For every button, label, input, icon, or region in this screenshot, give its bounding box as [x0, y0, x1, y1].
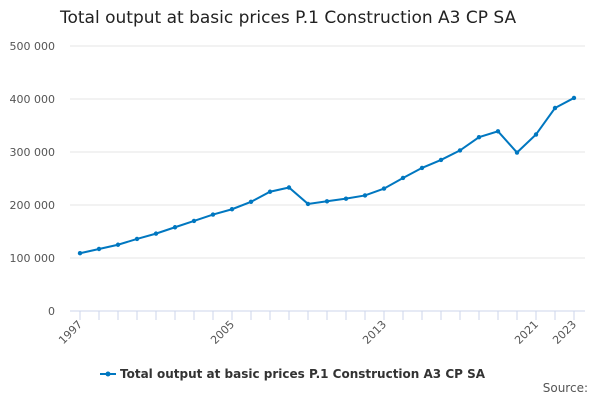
data-point — [400, 175, 406, 181]
legend-label: Total output at basic prices P.1 Constru… — [120, 367, 486, 381]
y-tick-label: 100 000 — [10, 252, 56, 265]
data-point — [571, 95, 577, 101]
data-point — [153, 231, 159, 236]
data-point — [248, 199, 254, 205]
data-point — [229, 207, 235, 212]
x-tick-label: 1997 — [56, 318, 85, 347]
data-point — [172, 225, 178, 230]
data-point — [381, 186, 387, 191]
data-point — [286, 185, 292, 190]
x-tick-label: 2023 — [550, 318, 579, 347]
y-tick-label: 500 000 — [10, 40, 56, 53]
data-point — [96, 246, 102, 252]
data-point — [552, 105, 558, 111]
data-point — [305, 201, 311, 207]
y-tick-label: 0 — [48, 305, 55, 318]
data-point — [438, 157, 444, 163]
data-point — [77, 251, 83, 256]
x-tick-label: 2005 — [208, 318, 237, 347]
x-tick-label: 2021 — [512, 318, 541, 347]
data-point — [476, 134, 482, 140]
data-point — [362, 193, 368, 198]
data-point — [457, 148, 463, 153]
data-point — [419, 165, 425, 171]
data-point — [134, 236, 140, 242]
source-label: Source: — [542, 381, 588, 395]
x-tick-label: 2013 — [360, 318, 389, 347]
y-tick-label: 400 000 — [10, 93, 56, 106]
data-point — [210, 212, 216, 217]
data-point — [191, 218, 197, 224]
data-point — [343, 196, 349, 201]
y-tick-label: 200 000 — [10, 199, 56, 212]
data-point — [533, 132, 539, 137]
legend-marker-icon — [105, 371, 111, 377]
data-point — [267, 189, 273, 194]
y-tick-label: 300 000 — [10, 146, 56, 159]
series-line — [79, 97, 575, 255]
data-point — [324, 199, 330, 204]
data-point — [514, 150, 520, 155]
chart-title: Total output at basic prices P.1 Constru… — [60, 8, 517, 28]
data-point — [495, 129, 501, 134]
data-point — [115, 242, 121, 247]
